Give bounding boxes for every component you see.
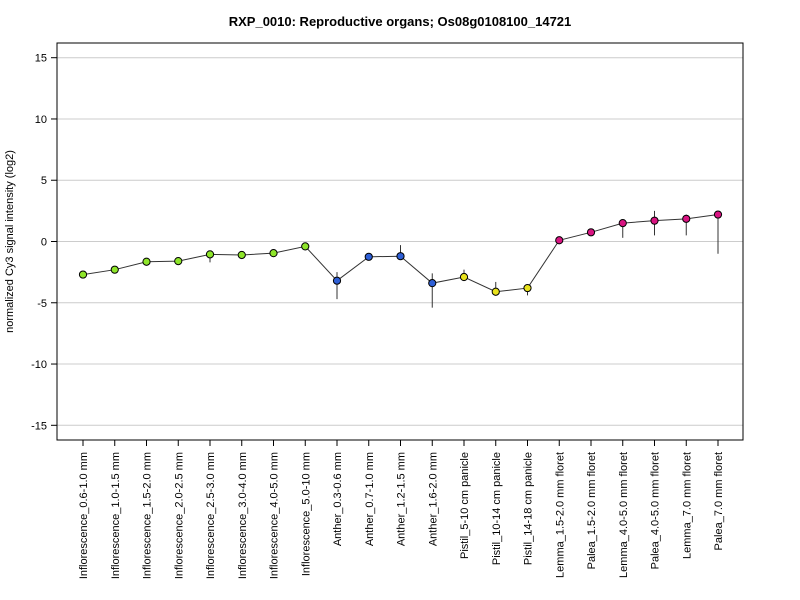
y-axis: -15 -10 -5 0 5 10 15 [31,53,57,432]
data-point [205,250,215,259]
data-point [110,265,119,274]
data-point [396,252,405,261]
y-tick-label: -15 [31,420,47,432]
x-tick-label: Lemma_7.0 mm floret [681,452,693,559]
x-tick-label: Anther_1.2-1.5 mm [396,452,408,546]
x-tick-label: Pistil_10-14 cm panicle [491,452,503,565]
data-point [618,219,627,228]
x-tick-label: Pistil_14-18 cm panicle [523,452,535,565]
data-point [301,242,310,251]
data-point [491,287,500,296]
x-tick-label: Inflorescence_2.0-2.5 mm [173,452,185,579]
y-tick-label: 5 [41,175,47,187]
data-point [428,279,437,288]
data-point [174,257,183,266]
x-tick-label: Palea_4.0-5.0 mm floret [650,452,662,569]
x-tick-label: Inflorescence_1.0-1.5 mm [110,452,122,579]
x-tick-label: Inflorescence_5.0-10 mm [300,452,312,576]
x-axis: Inflorescence_0.6-1.0 mm Inflorescence_1.… [78,440,725,579]
x-tick-label: Anther_0.3-0.6 mm [332,452,344,546]
x-tick-label: Inflorescence_0.6-1.0 mm [78,452,90,579]
y-tick-label: 10 [35,114,47,126]
data-point [586,228,596,237]
data-point [332,276,342,285]
data-point [650,216,659,225]
y-tick-label: -5 [37,298,47,310]
y-tick-label: 15 [35,53,47,65]
data-point [713,210,723,219]
x-tick-label: Lemma_1.5-2.0 mm floret [554,452,566,578]
data-point [269,249,278,258]
y-axis-label: normalized Cy3 signal intensity (log2) [4,150,16,333]
x-tick-label: Lemma_4.0-5.0 mm floret [618,452,630,578]
data-point [555,236,564,245]
x-tick-label: Pistil_5-10 cm panicle [459,452,471,559]
data-point [459,272,469,282]
data-point [142,257,151,266]
series-layer [78,210,723,308]
data-point [78,270,88,279]
data-point [237,250,246,260]
data-point [682,214,691,223]
x-tick-label: Palea_7.0 mm floret [713,452,725,550]
x-tick-label: Inflorescence_2.5-3.0 mm [205,452,217,579]
x-tick-label: Anther_0.7-1.0 mm [364,452,376,546]
data-point [523,283,532,293]
x-tick-label: Inflorescence_4.0-5.0 mm [269,452,281,579]
x-tick-label: Anther_1.6-2.0 mm [427,452,439,546]
y-tick-label: 0 [41,237,47,249]
y-tick-label: -10 [31,359,47,371]
x-tick-label: Inflorescence_1.5-2.0 mm [142,452,154,579]
x-tick-label: Palea_1.5-2.0 mm floret [586,452,598,569]
x-tick-label: Inflorescence_3.0-4.0 mm [237,452,249,579]
data-point [364,252,373,261]
chart-title: RXP_0010: Reproductive organs; Os08g0108… [229,14,572,29]
grid-lines [57,57,743,426]
